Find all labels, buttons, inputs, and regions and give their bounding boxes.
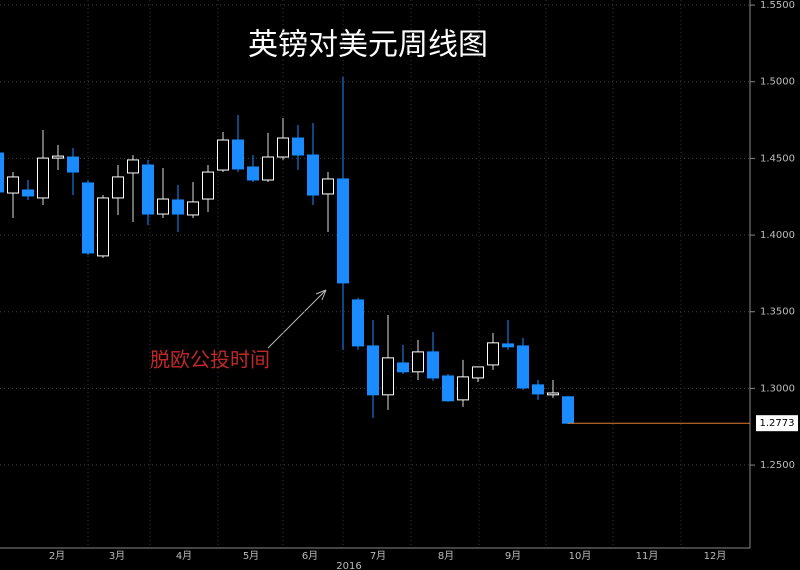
x-tick-label: 8月 (438, 550, 454, 562)
candle-body (517, 345, 529, 389)
candle-body (352, 299, 364, 347)
last-price-label: 1.2773 (760, 418, 795, 429)
candle-body (337, 178, 349, 284)
candle-body (247, 166, 259, 181)
candle-body (127, 159, 139, 174)
y-tick-label: 1.5500 (760, 0, 795, 11)
candle-body (52, 155, 64, 159)
x-tick-label: 12月 (704, 550, 727, 562)
candle-body (397, 362, 409, 373)
y-tick-label: 1.3500 (760, 307, 795, 318)
candle-body (307, 154, 319, 196)
candle-body (217, 139, 229, 171)
y-tick-label: 1.2500 (760, 460, 795, 471)
x-tick-label: 11月 (636, 550, 659, 562)
candle-body (37, 157, 49, 199)
x-tick-label: 6月 (302, 550, 318, 562)
arrow-head (315, 289, 327, 301)
x-tick-label: 7月 (370, 550, 386, 562)
chart-title: 英镑对美元周线图 (248, 28, 488, 63)
candle-body (142, 164, 154, 215)
candle-body (232, 139, 244, 170)
annotation-arrow (267, 289, 327, 349)
candle-body (502, 343, 514, 348)
y-tick-label: 1.3000 (760, 383, 795, 394)
x-tick-label: 2月 (49, 550, 65, 562)
y-tick-label: 1.4000 (760, 230, 795, 241)
candle-body (442, 375, 454, 402)
candle-body (67, 156, 79, 173)
y-tick-label: 1.5000 (760, 77, 795, 88)
candle-body (202, 171, 214, 200)
candle-body (22, 189, 34, 197)
candle-body (97, 197, 109, 257)
candle-body (172, 199, 184, 215)
candle-body (562, 396, 574, 424)
candle-body (82, 182, 94, 254)
candle-body (0, 152, 4, 193)
candle-body (157, 198, 169, 215)
candle-body (7, 176, 19, 194)
candle-body (532, 384, 544, 395)
x-tick-label: 9月 (505, 550, 521, 562)
annotation: 脱欧公投时间 (150, 348, 270, 372)
candle-body (487, 342, 499, 366)
candle-body (367, 345, 379, 396)
candle-body (547, 392, 559, 396)
x-tick-label: 5月 (243, 550, 259, 562)
y-tick-label: 1.4500 (760, 153, 795, 164)
x-tick-label: 3月 (109, 550, 125, 562)
candle-body (412, 351, 424, 373)
candle-body (277, 137, 289, 158)
candle-body (322, 178, 334, 195)
x-tick-label: 4月 (176, 550, 192, 562)
year-label: 2016 (336, 561, 361, 570)
candle-body (262, 156, 274, 181)
candle-body (292, 137, 304, 156)
candle-body (427, 351, 439, 379)
x-tick-label: 10月 (569, 550, 592, 562)
candle-body (382, 357, 394, 396)
candle-body (187, 201, 199, 216)
candle-body (472, 366, 484, 379)
candle-body (112, 176, 124, 199)
last-price-box (756, 415, 798, 432)
candle-body (457, 376, 469, 401)
